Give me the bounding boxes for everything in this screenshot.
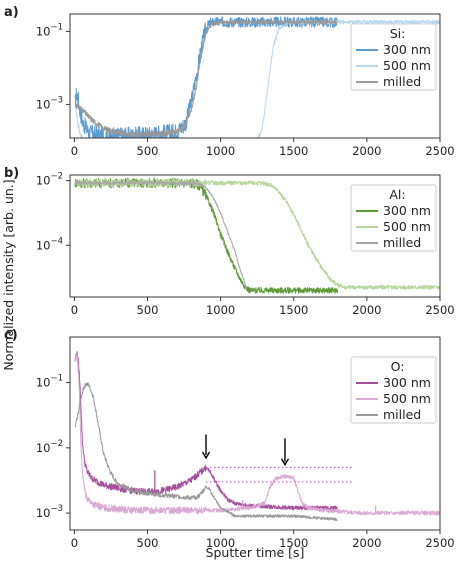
y-tick-label: 10−2 [36, 172, 63, 188]
x-tick-label: 1000 [206, 303, 235, 317]
arrow-head-icon [201, 451, 211, 460]
x-tick-label: 0 [71, 144, 78, 158]
axes-frame [69, 174, 441, 298]
x-tick-label: 500 [137, 303, 159, 317]
series-line-500-nm [74, 19, 440, 138]
series-line-300-nm [74, 351, 338, 511]
x-tick-label: 1500 [279, 144, 308, 158]
x-axis-title: Sputter time [s] [206, 545, 305, 560]
x-tick-label: 2500 [425, 144, 454, 158]
series-line-500-nm [74, 354, 440, 516]
axes-frame [69, 13, 441, 139]
legend-label-300-nm: 300 nm [383, 42, 431, 57]
legend-label-500-nm: 500 nm [383, 391, 431, 406]
x-tick-label: 2000 [352, 303, 381, 317]
x-tick-label: 2500 [425, 303, 454, 317]
x-tick-label: 1000 [206, 144, 235, 158]
y-tick-label: 10−1 [36, 374, 63, 390]
legend-label-milled: milled [383, 235, 421, 250]
x-tick-label: 500 [137, 144, 159, 158]
x-tick-label: 0 [71, 536, 78, 550]
x-tick-label: 1000 [206, 536, 235, 550]
x-tick-label: 1500 [279, 303, 308, 317]
panel-a: a) 0 500 1000 1500 2000 2500 10−1 10−3 Si:300 nm5… [4, 5, 455, 158]
legend-title: Al: [389, 187, 405, 202]
legend-box [350, 23, 437, 91]
panel-b: b) 0 500 1000 1500 2000 2500 10−2 10−4 Al:300 nm5… [4, 166, 455, 317]
y-tick-label: 10−3 [36, 95, 63, 111]
series-line-300-nm [74, 16, 338, 138]
panel-letter: c) [4, 328, 18, 343]
legend-box [350, 184, 437, 252]
panel-letter: a) [4, 5, 19, 20]
plot-area [74, 16, 440, 138]
plot-area [74, 351, 440, 521]
series-line-milled [74, 382, 338, 521]
x-tick-label: 2500 [425, 536, 454, 550]
panel-letter: b) [4, 166, 19, 181]
x-tick-label: 500 [137, 536, 159, 550]
x-tick-label: 2000 [352, 144, 381, 158]
legend-label-300-nm: 300 nm [383, 375, 431, 390]
legend-label-500-nm: 500 nm [383, 219, 431, 234]
legend-box [350, 356, 437, 424]
panel-c: c) 0 500 1000 1500 2000 2500 10−1 10−2 10−3 O:300 … [4, 328, 455, 550]
series-line-milled [74, 180, 248, 290]
y-axis-title: Normalized intensity [arb. un.] [1, 179, 16, 370]
y-tick-label: 10−4 [36, 236, 63, 252]
legend-label-500-nm: 500 nm [383, 58, 431, 73]
plot-area [74, 177, 440, 294]
series-line-milled [74, 19, 338, 138]
x-tick-label: 0 [71, 303, 78, 317]
y-tick-label: 10−3 [36, 504, 63, 520]
arrow-head-icon [280, 458, 290, 467]
legend-label-300-nm: 300 nm [383, 203, 431, 218]
y-tick-label: 10−2 [36, 439, 63, 455]
series-line-500-nm [74, 179, 440, 290]
legend-title: O: [391, 359, 405, 374]
x-tick-label: 2000 [352, 536, 381, 550]
legend-label-milled: milled [383, 74, 421, 89]
x-tick-label: 1500 [279, 536, 308, 550]
legend-title: Si: [390, 26, 406, 41]
series-line-300-nm [74, 177, 338, 294]
y-tick-label: 10−1 [36, 22, 63, 38]
axes-frame [69, 336, 441, 531]
legend-label-milled: milled [383, 407, 421, 422]
